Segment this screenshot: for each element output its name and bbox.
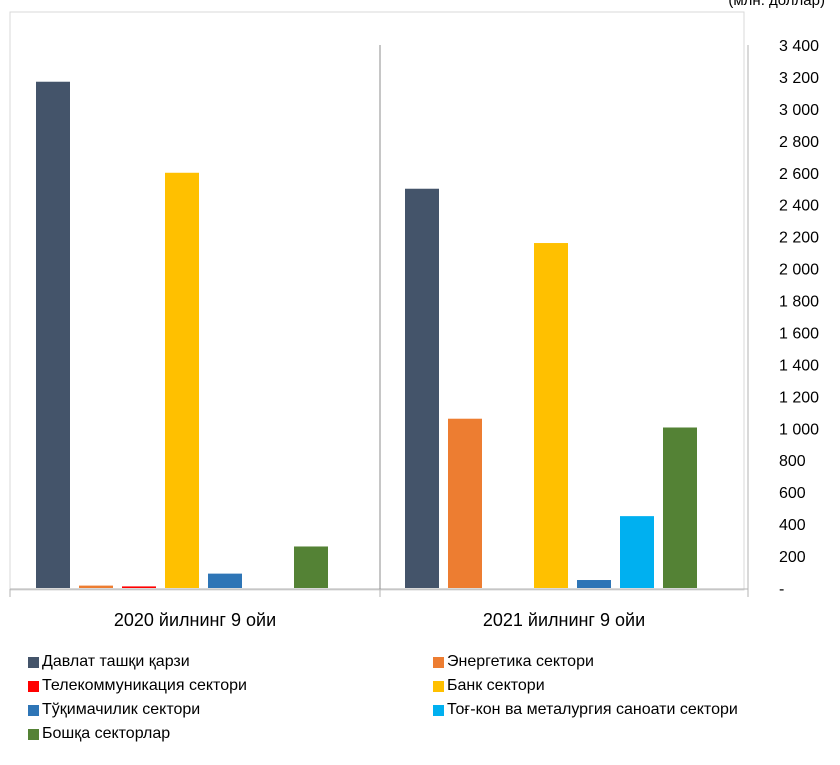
y-tick-label-3: 400	[779, 517, 806, 534]
bar-1-1	[36, 81, 70, 588]
bar-1-7	[294, 546, 328, 588]
legend-item-3: Телекоммуникация сектори	[28, 676, 433, 696]
chart: (млн. доллар) - 200 400 600 800 1 000 1 200 1 4…	[9, 0, 825, 630]
legend-item-5: Тўқимачилик сектори	[28, 700, 433, 720]
legend-swatch-3	[28, 680, 39, 692]
y-tick-label-4: 600	[779, 485, 806, 502]
y-tick-label-17: 3 200	[779, 70, 819, 87]
y-tick-label-10: 1 800	[779, 294, 819, 311]
bar-2-7	[663, 427, 697, 588]
legend-label-5: Тўқимачилик сектори	[42, 701, 201, 718]
x-axis: 2020 йилнинг 9 ойи 2021 йилнинг 9 ойи	[114, 610, 645, 630]
legend-item-1: Давлат ташқи қарзи	[28, 652, 433, 672]
y-tick-label-12: 2 200	[779, 230, 819, 247]
bar-1-2	[79, 585, 113, 588]
bars	[36, 81, 697, 589]
y-tick-label-2: 200	[779, 549, 806, 566]
legend-label-4: Банк сектори	[447, 677, 545, 694]
axes	[9, 45, 749, 597]
legend: Давлат ташқи қарзи Энергетика сектори Теле…	[28, 652, 840, 744]
y-tick-label-8: 1 400	[779, 357, 819, 374]
y-tick-label-14: 2 600	[779, 166, 819, 183]
bar-1-3	[122, 586, 156, 588]
legend-item-7: Бошқа секторлар	[28, 724, 433, 744]
y-tick-label-7: 1 200	[779, 389, 819, 406]
y-tick-label-15: 2 800	[779, 134, 819, 151]
legend-label-1: Давлат ташқи қарзи	[42, 653, 190, 670]
bar-2-6	[620, 516, 654, 588]
legend-item-6: Тоғ-кон ва металургия саноати сектори	[433, 700, 840, 720]
category-label-2: 2021 йилнинг 9 ойи	[483, 610, 645, 630]
bar-2-5	[577, 580, 611, 588]
legend-label-3: Телекоммуникация сектори	[42, 677, 247, 694]
y-tick-label-6: 1 000	[779, 421, 819, 438]
legend-item-2: Энергетика сектори	[433, 652, 840, 672]
bar-2-2	[448, 418, 482, 588]
legend-swatch-7	[28, 728, 39, 740]
y-tick-label-9: 1 600	[779, 325, 819, 342]
legend-label-2: Энергетика сектори	[447, 653, 594, 670]
plot-area-border	[9, 11, 745, 591]
legend-swatch-1	[28, 656, 39, 668]
legend-item-4: Банк сектори	[433, 676, 840, 696]
unit-label: (млн. доллар)	[728, 0, 825, 9]
category-label-1: 2020 йилнинг 9 ойи	[114, 610, 276, 630]
legend-swatch-6	[433, 704, 444, 716]
y-tick-label-1: -	[779, 581, 784, 598]
bar-2-1	[405, 188, 439, 588]
legend-swatch-2	[433, 656, 444, 668]
y-tick-label-11: 2 000	[779, 262, 819, 279]
bar-2-4	[534, 243, 568, 589]
legend-label-6: Тоғ-кон ва металургия саноати сектори	[447, 701, 738, 718]
y-tick-label-16: 3 000	[779, 102, 819, 119]
y-axis: - 200 400 600 800 1 000 1 200 1 400 1 600 1 800 2 …	[779, 38, 819, 598]
bar-1-4	[165, 172, 199, 588]
y-tick-label-13: 2 400	[779, 198, 819, 215]
legend-label-7: Бошқа секторлар	[42, 725, 171, 742]
legend-swatch-4	[433, 680, 444, 692]
legend-swatch-5	[28, 704, 39, 716]
y-tick-label-5: 800	[779, 453, 806, 470]
y-tick-label-18: 3 400	[779, 38, 819, 55]
bar-1-5	[208, 573, 242, 588]
